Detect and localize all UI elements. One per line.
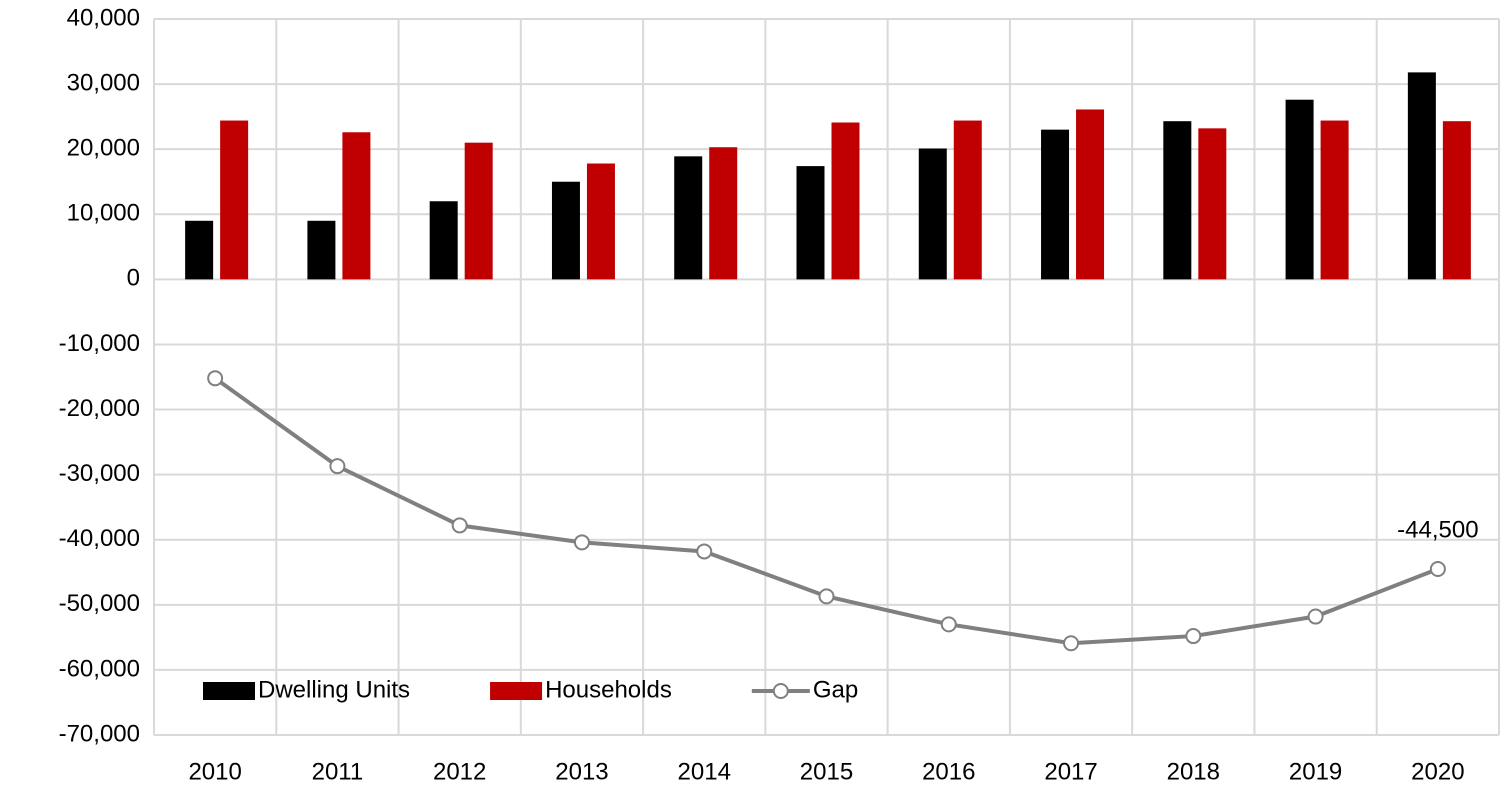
y-tick-label: 20,000 (67, 135, 140, 162)
legend-label: Households (545, 676, 672, 703)
bar (831, 122, 860, 280)
x-tick-label: 2017 (1044, 758, 1097, 785)
bar (307, 220, 336, 280)
line-point (1185, 628, 1202, 645)
bar (1407, 72, 1436, 280)
line-point (818, 588, 835, 605)
line-point (940, 616, 957, 633)
legend-marker (772, 683, 789, 699)
bar (1198, 128, 1227, 280)
y-tick-label: -20,000 (59, 395, 140, 422)
bar (551, 181, 580, 280)
line-point (451, 517, 468, 534)
legend-swatch (490, 682, 543, 700)
bar (1285, 99, 1314, 280)
data-label: -44,500 (1397, 516, 1478, 543)
y-tick-label: -30,000 (59, 460, 140, 487)
legend-label: Dwelling Units (258, 676, 410, 703)
bar (953, 120, 982, 280)
y-tick-label: -40,000 (59, 525, 140, 552)
line-point (1307, 608, 1324, 625)
bar (918, 148, 947, 280)
line-point (573, 534, 590, 551)
bar (342, 132, 371, 280)
y-tick-label: 0 (127, 265, 140, 292)
bar (796, 166, 825, 280)
bar (429, 201, 458, 280)
x-tick-label: 2018 (1167, 758, 1220, 785)
line-point (1063, 635, 1080, 652)
y-tick-label: 10,000 (67, 200, 140, 227)
y-tick-label: 30,000 (67, 69, 140, 96)
x-tick-label: 2014 (678, 758, 731, 785)
y-tick-label: -70,000 (59, 720, 140, 747)
line-point (329, 458, 346, 475)
y-tick-label: -50,000 (59, 590, 140, 617)
legend-label: Gap (813, 676, 858, 703)
x-tick-label: 2011 (312, 758, 364, 785)
bar (464, 142, 493, 280)
bar (1163, 121, 1192, 280)
line-point (1429, 561, 1446, 578)
bar (185, 220, 214, 280)
x-tick-label: 2019 (1289, 758, 1342, 785)
line-point (207, 370, 224, 387)
bar (1041, 129, 1070, 280)
x-tick-label: 2020 (1411, 758, 1464, 785)
bar (586, 163, 615, 280)
bar (1320, 120, 1349, 280)
y-tick-label: -60,000 (59, 655, 140, 682)
y-tick-label: 40,000 (67, 4, 140, 31)
bar (1442, 121, 1471, 280)
line-point (696, 543, 713, 560)
x-tick-label: 2010 (188, 758, 241, 785)
y-tick-label: -10,000 (59, 330, 140, 357)
bar (220, 120, 249, 280)
x-tick-label: 2015 (800, 758, 853, 785)
x-tick-label: 2012 (433, 758, 486, 785)
bar (709, 147, 738, 280)
x-tick-label: 2013 (555, 758, 608, 785)
bar (674, 156, 703, 280)
bar (1076, 109, 1105, 280)
x-tick-label: 2016 (922, 758, 975, 785)
legend-swatch (203, 682, 255, 700)
